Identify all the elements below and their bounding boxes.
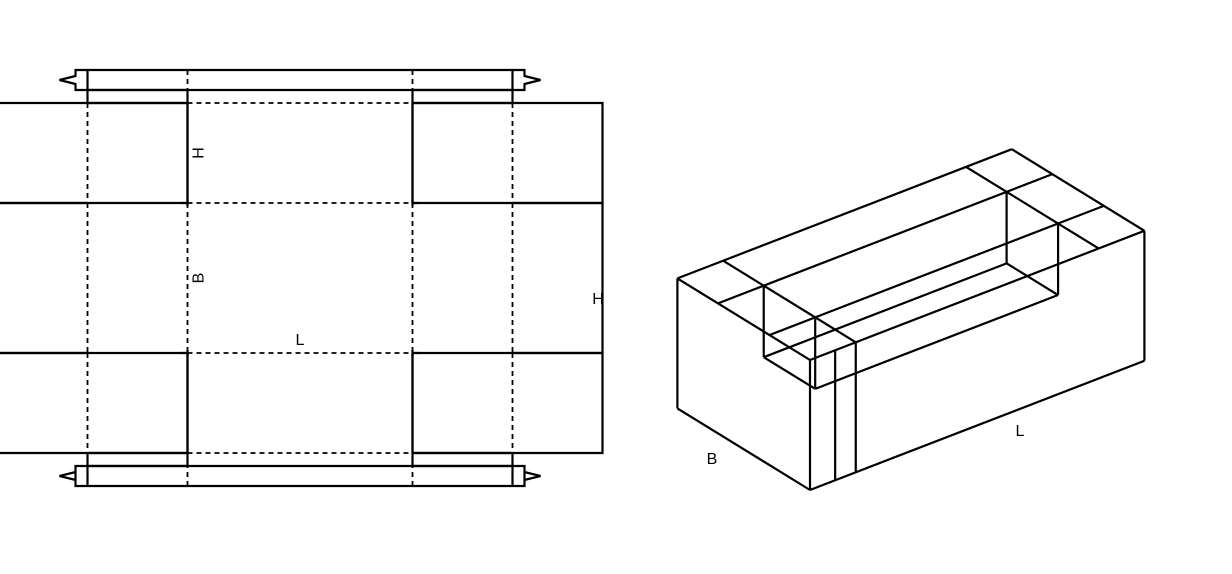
isometric-box: H B L	[592, 149, 1144, 490]
flat-dieline: L B H	[0, 70, 603, 486]
iso-label-L: L	[1016, 423, 1025, 440]
flat-label-B: B	[191, 273, 208, 284]
flat-label-H: H	[191, 147, 208, 159]
iso-label-H: H	[592, 291, 604, 308]
iso-label-B: B	[707, 451, 718, 468]
flat-label-L: L	[296, 332, 305, 349]
packaging-dieline-figure: L B H H B L	[0, 0, 1232, 574]
